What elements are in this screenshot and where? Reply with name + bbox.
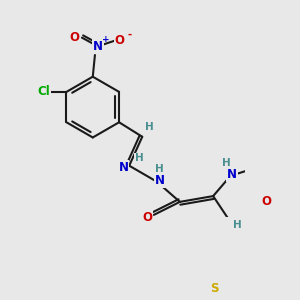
- Text: N: N: [93, 40, 103, 53]
- Text: N: N: [227, 168, 237, 181]
- Text: N: N: [118, 160, 128, 174]
- Text: O: O: [115, 34, 124, 47]
- Text: N: N: [154, 174, 165, 187]
- Text: H: H: [135, 154, 144, 164]
- Text: O: O: [142, 211, 152, 224]
- Text: O: O: [70, 31, 80, 44]
- Text: H: H: [145, 122, 154, 132]
- Text: S: S: [210, 282, 219, 296]
- Text: -: -: [128, 30, 132, 40]
- Text: Cl: Cl: [37, 85, 50, 98]
- Text: H: H: [222, 158, 230, 168]
- Text: O: O: [262, 195, 272, 208]
- Text: H: H: [233, 220, 242, 230]
- Text: H: H: [155, 164, 164, 174]
- Text: +: +: [102, 35, 110, 44]
